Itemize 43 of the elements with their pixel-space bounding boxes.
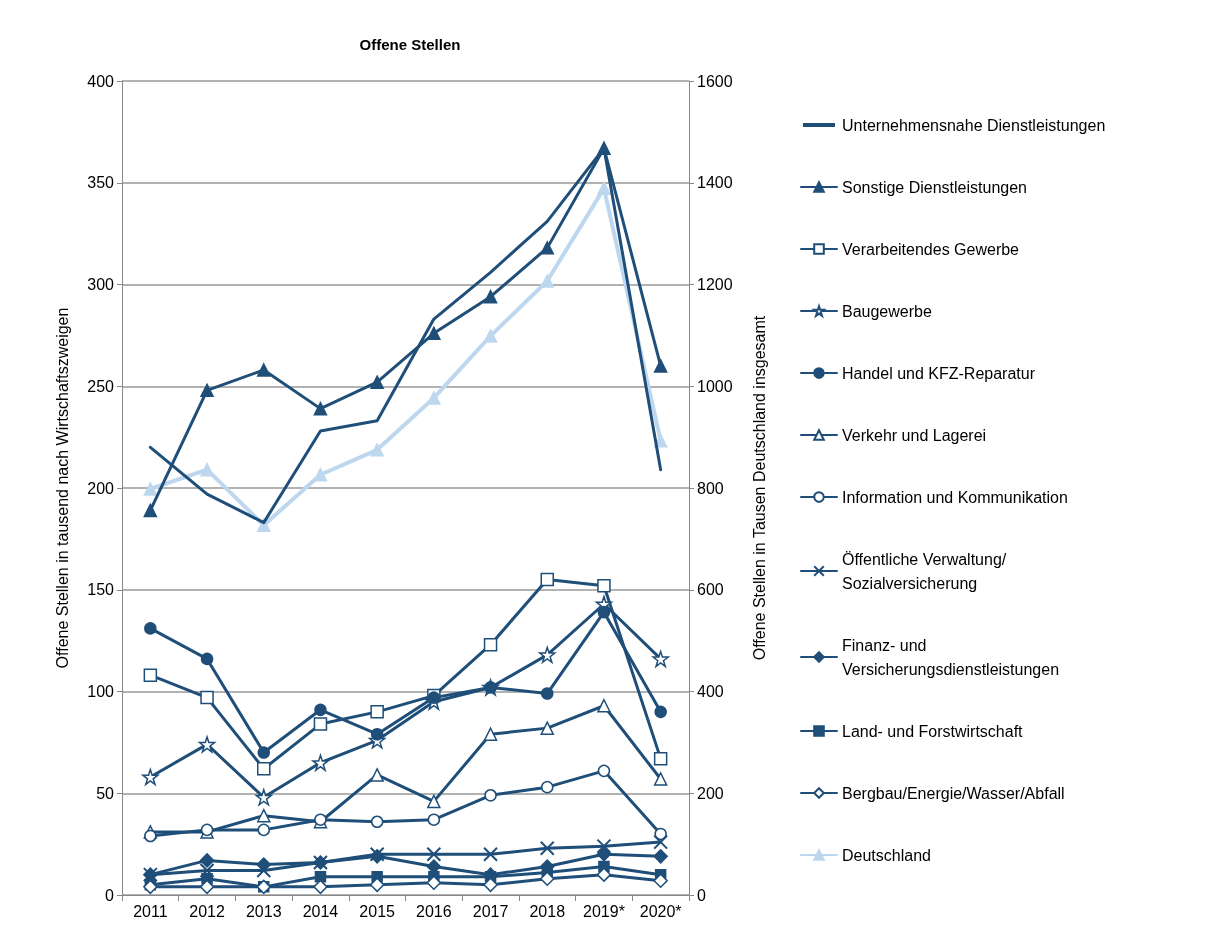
legend-label: Öffentliche Verwaltung/Sozialversicherung — [842, 550, 1007, 592]
legend-label: Deutschland — [842, 846, 931, 864]
y2-tick-label: 800 — [697, 479, 724, 497]
legend-label: Finanz- und Versicherungsdienstleistungen — [842, 636, 1060, 678]
y2-axis-title: Offene Stellen in Tausen Deutschland insgesamt — [750, 315, 768, 661]
legend-label: Information und Kommunikation — [842, 488, 1068, 506]
y2-tick-label: 1400 — [697, 174, 733, 192]
y2-tick-label: 600 — [697, 581, 724, 599]
y2-tick-label: 0 — [697, 886, 706, 904]
x-tick-label: 2016 — [416, 902, 452, 920]
y-tick-label: 100 — [87, 683, 115, 700]
x-tick-label: 2019* — [583, 902, 625, 920]
y-tick-label: 150 — [87, 581, 115, 599]
legend-label: Baugewerbe — [842, 302, 932, 320]
y2-tick-label: 1200 — [697, 276, 733, 293]
y2-tick-label: 400 — [697, 683, 724, 700]
legend-label: Verkehr und Lagerei — [842, 426, 987, 444]
legend-label: Handel und KFZ-Reparatur — [842, 364, 1036, 382]
y2-tick-label: 1000 — [697, 377, 733, 395]
x-tick-label: 2014 — [302, 902, 339, 920]
x-tick-label: 2012 — [189, 902, 225, 920]
x-tick-label: 2018 — [529, 902, 566, 920]
y-tick-label: 250 — [87, 377, 115, 395]
legend-label: Sonstige Dienstleistungen — [842, 178, 1028, 196]
y2-tick-label: 1600 — [697, 72, 733, 90]
y-tick-label: 0 — [105, 886, 115, 904]
y-tick-label: 200 — [87, 479, 115, 497]
chart-title: Offene Stellen — [359, 36, 461, 53]
y-axis-title: Offene Stellen in tausend nach Wirtschaftszweigen — [53, 307, 71, 669]
legend-label: Unternehmensnahe Dienstleistungen — [842, 116, 1106, 134]
y-tick-label: 400 — [87, 72, 115, 90]
x-tick-label: 2020* — [639, 902, 682, 920]
y-tick-label: 50 — [96, 784, 115, 802]
legend-label: Bergbau/Energie/Wasser/Abfall — [842, 784, 1065, 802]
y-tick-label: 300 — [87, 276, 115, 293]
x-tick-label: 2015 — [359, 902, 396, 920]
y-tick-label: 350 — [87, 174, 115, 192]
legend-label: Land- und Forstwirtschaft — [842, 722, 1024, 740]
x-tick-label: 2013 — [245, 902, 282, 920]
legend-label: Verarbeitendes Gewerbe — [842, 240, 1020, 258]
x-tick-label: 2011 — [133, 902, 168, 920]
x-tick-label: 2017 — [472, 902, 509, 920]
y2-tick-label: 200 — [697, 784, 724, 802]
